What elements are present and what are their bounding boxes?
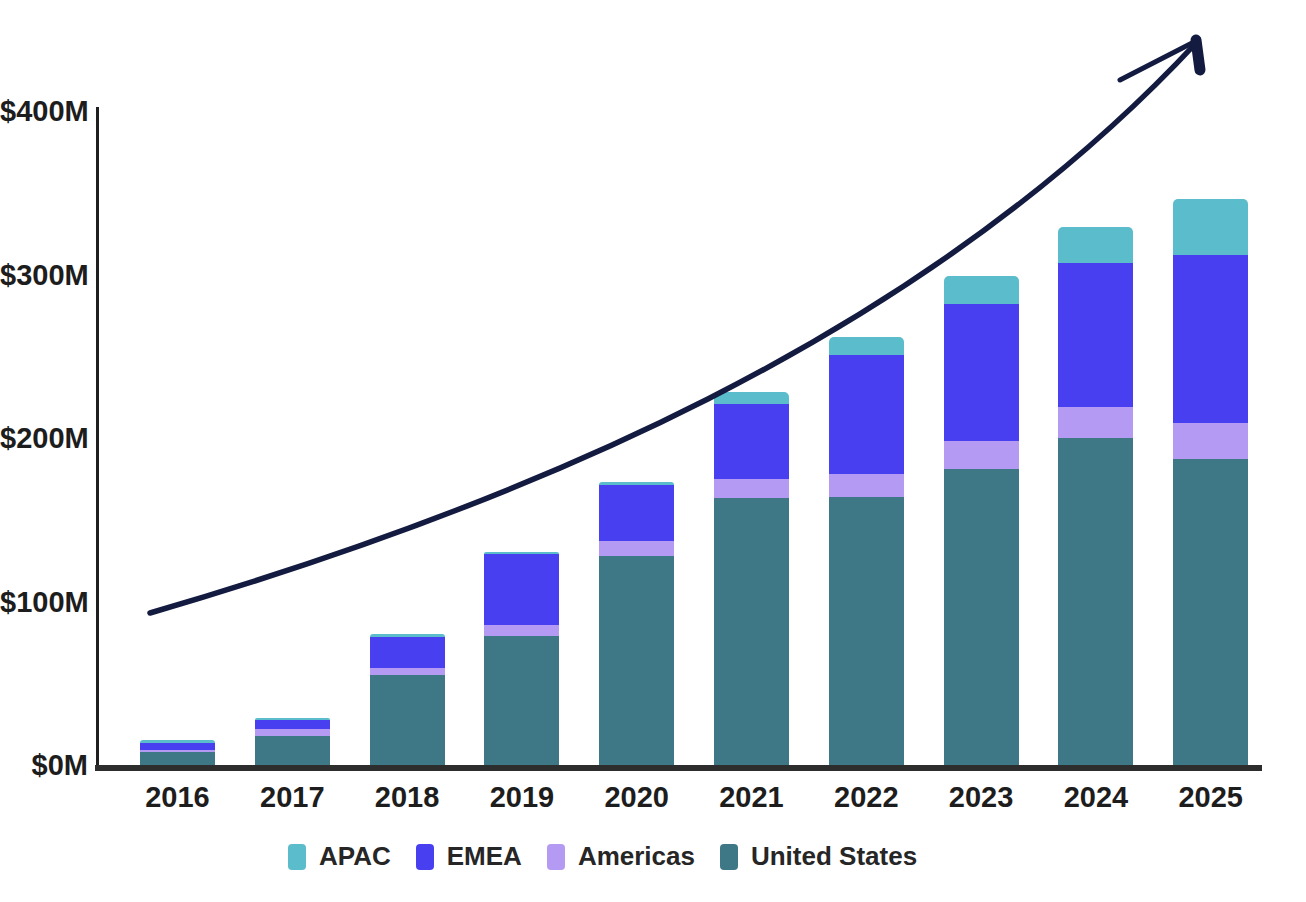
stacked-bar-2020 <box>599 482 674 765</box>
x-tick-label: 2023 <box>921 781 1041 814</box>
x-tick-label: 2024 <box>1036 781 1156 814</box>
bar-segment-emea <box>484 554 559 625</box>
bar-segment-united-states <box>599 556 674 765</box>
bar-segment-apac <box>829 337 904 355</box>
bar-segment-apac <box>1058 227 1133 263</box>
legend-item-emea: EMEA <box>416 841 522 872</box>
stacked-bar-2025 <box>1173 199 1248 765</box>
bar-segment-united-states <box>1058 438 1133 765</box>
x-tick-label: 2025 <box>1151 781 1271 814</box>
bar-segment-americas <box>370 668 445 675</box>
bar-segment-united-states <box>1173 459 1248 765</box>
bar-segment-apac <box>714 392 789 403</box>
x-axis-line <box>95 765 1262 771</box>
bar-segment-emea <box>829 355 904 474</box>
legend-item-apac: APAC <box>288 841 391 872</box>
growth-arrow-head-barb <box>1120 41 1196 80</box>
stacked-bar-2024 <box>1058 227 1133 765</box>
stacked-bar-2022 <box>829 337 904 765</box>
stacked-bar-2023 <box>944 276 1019 765</box>
stacked-bar-chart: $0M $100M $200M $300M $400M 2016201720182019… <box>0 0 1306 902</box>
legend-item-united-states: United States <box>720 841 917 872</box>
growth-arrow-head-stroke <box>1196 40 1200 70</box>
legend-label: Americas <box>578 841 695 872</box>
stacked-bar-2017 <box>255 718 330 765</box>
bar-segment-emea <box>599 485 674 541</box>
bar-segment-emea <box>370 637 445 668</box>
y-axis-line <box>96 107 99 768</box>
legend-label: United States <box>751 841 917 872</box>
legend-swatch-icon <box>547 844 565 870</box>
y-tick-label: $200M <box>0 422 88 455</box>
legend-swatch-icon <box>416 844 434 870</box>
bar-segment-united-states <box>829 497 904 765</box>
x-tick-label: 2020 <box>577 781 697 814</box>
legend-item-americas: Americas <box>547 841 695 872</box>
legend-swatch-icon <box>288 844 306 870</box>
bar-segment-united-states <box>370 675 445 765</box>
bar-segment-emea <box>714 404 789 479</box>
x-tick-label: 2021 <box>692 781 812 814</box>
x-tick-label: 2018 <box>347 781 467 814</box>
bar-segment-americas <box>714 479 789 499</box>
stacked-bar-2021 <box>714 392 789 765</box>
bar-segment-emea <box>140 743 215 750</box>
bar-segment-united-states <box>255 736 330 765</box>
chart-legend: APAC EMEA Americas United States <box>288 841 917 872</box>
x-tick-label: 2017 <box>232 781 352 814</box>
x-tick-label: 2022 <box>806 781 926 814</box>
legend-label: APAC <box>319 841 391 872</box>
bar-segment-united-states <box>484 636 559 765</box>
bar-segment-emea <box>1173 255 1248 423</box>
y-tick-label: $0M <box>0 749 88 782</box>
legend-label: EMEA <box>447 841 522 872</box>
bar-segment-emea <box>1058 263 1133 407</box>
bar-segment-americas <box>599 541 674 556</box>
stacked-bar-2016 <box>140 740 215 765</box>
bar-segment-americas <box>944 441 1019 469</box>
y-tick-label: $300M <box>0 258 88 291</box>
y-tick-label: $400M <box>0 95 88 128</box>
stacked-bar-2018 <box>370 634 445 765</box>
y-tick-label: $100M <box>0 585 88 618</box>
bar-segment-united-states <box>714 498 789 765</box>
bar-segment-americas <box>1058 407 1133 438</box>
bar-segment-united-states <box>140 752 215 765</box>
legend-swatch-icon <box>720 844 738 870</box>
bar-segment-americas <box>829 474 904 497</box>
bar-segment-apac <box>944 276 1019 304</box>
bar-segment-americas <box>1173 423 1248 459</box>
x-tick-label: 2016 <box>118 781 238 814</box>
bar-segment-united-states <box>944 469 1019 765</box>
bar-segment-apac <box>1173 199 1248 255</box>
bar-segment-emea <box>944 304 1019 441</box>
bar-segment-emea <box>255 720 330 729</box>
stacked-bar-2019 <box>484 552 559 765</box>
bar-segment-americas <box>484 625 559 636</box>
x-tick-label: 2019 <box>462 781 582 814</box>
